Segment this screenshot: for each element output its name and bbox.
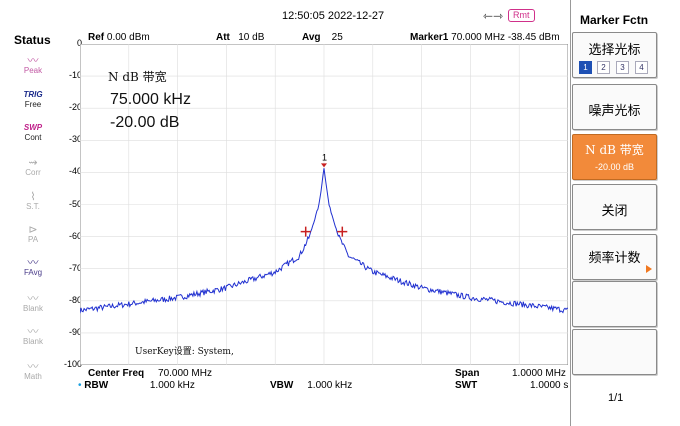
corr-icon[interactable]: ⇝ Corr <box>25 157 41 178</box>
ndb-bandwidth-button[interactable]: N dB 带宽 -20.00 dB <box>572 134 657 180</box>
blank-icon[interactable]: 〰 Blank <box>22 293 43 314</box>
y-tick-label: -100 <box>63 359 82 369</box>
timestamp: 12:50:05 2022-12-27 <box>282 10 385 22</box>
select-marker-label: 选择光标 <box>588 42 641 57</box>
y-tick-label: -80 <box>68 294 82 305</box>
marker-4-tab[interactable]: 4 <box>635 61 648 74</box>
ndb-bandwidth-label: N dB 带宽 <box>585 143 644 157</box>
submenu-arrow-icon <box>646 265 652 273</box>
y-tick-label: -70 <box>68 262 82 273</box>
freq-count-button[interactable]: 频率计数 <box>572 234 657 280</box>
noise-marker-button[interactable]: 噪声光标 <box>572 84 657 130</box>
pa-icon[interactable]: ⊳ PA <box>27 224 39 245</box>
marker-3-tab[interactable]: 3 <box>616 61 629 74</box>
blank-icon[interactable]: 〰 Blank <box>22 326 43 347</box>
marker-1-diamond <box>321 163 327 168</box>
off-button[interactable]: 关闭 <box>572 184 657 230</box>
empty-softkey-1[interactable] <box>572 281 657 327</box>
favg-icon[interactable]: 〰 FAvg <box>23 257 43 278</box>
swt-value: 1.0000 s <box>530 380 569 391</box>
y-tick-label: -40 <box>68 166 82 177</box>
y-tick-label: 0 <box>76 38 82 48</box>
swt-label[interactable]: SWT <box>455 380 478 391</box>
marker-readout: Marker1 70.000 MHz -38.45 dBm <box>410 32 560 43</box>
y-tick-label: -50 <box>68 198 82 209</box>
y-tick-label: -30 <box>68 134 82 145</box>
grid <box>80 44 568 365</box>
attenuation[interactable]: Att 10 dB <box>216 32 265 43</box>
usb-icon: ⇽⇾ <box>483 9 504 23</box>
markers: 1 <box>300 152 348 237</box>
average-count[interactable]: Avg 25 <box>302 32 343 43</box>
ndb-cross-marker <box>337 226 348 237</box>
page-indicator: 1/1 <box>608 392 624 404</box>
marker-1-label: 1 <box>322 152 327 162</box>
y-tick-label: -10 <box>68 70 82 81</box>
center-freq[interactable]: Center Freq 70.000 MHz <box>88 368 212 379</box>
rbw[interactable]: • RBW 1.000 kHz <box>78 380 195 391</box>
menu-title: Marker Fctn <box>580 13 649 27</box>
ndb-bandwidth-value: -20.00 dB <box>594 162 635 172</box>
off-label: 关闭 <box>601 203 628 218</box>
st-icon[interactable]: ⌇ S.T. <box>26 191 40 212</box>
bandwidth-value: 75.000 kHz <box>110 91 191 108</box>
freq-count-label: 频率计数 <box>588 250 641 265</box>
marker-2-tab[interactable]: 2 <box>597 61 610 74</box>
y-tick-label: -90 <box>68 326 82 337</box>
ndb-value: -20.00 dB <box>110 114 180 131</box>
remote-badge: Rmt <box>508 9 535 22</box>
vbw[interactable]: VBW 1.000 kHz <box>270 380 353 391</box>
trace-line <box>80 168 568 314</box>
marker-1-tab[interactable]: 1 <box>579 61 592 74</box>
trigger-status[interactable]: TRIG Free <box>23 90 43 109</box>
userkey-status: UserKey设置: System, <box>135 347 234 357</box>
y-tick-label: -60 <box>68 230 82 241</box>
status-title: Status <box>14 33 51 47</box>
empty-softkey-2[interactable] <box>572 329 657 375</box>
peak-icon[interactable]: 〰 Peak <box>23 55 43 76</box>
ndb-cross-marker <box>300 226 311 237</box>
span-value: 1.0000 MHz <box>512 368 566 379</box>
spectrum-plot[interactable]: 1 <box>80 44 568 365</box>
ndb-label: N dB 带宽 <box>108 70 167 84</box>
ref-level[interactable]: Ref 0.00 dBm <box>88 32 150 43</box>
span-label[interactable]: Span <box>455 368 480 379</box>
math-icon[interactable]: 〰 Math <box>24 361 42 382</box>
sweep-status[interactable]: SWP Cont <box>23 123 43 142</box>
y-tick-label: -20 <box>68 102 82 113</box>
select-marker-button[interactable]: 选择光标 1 2 3 4 <box>572 32 657 78</box>
noise-marker-label: 噪声光标 <box>588 103 641 118</box>
